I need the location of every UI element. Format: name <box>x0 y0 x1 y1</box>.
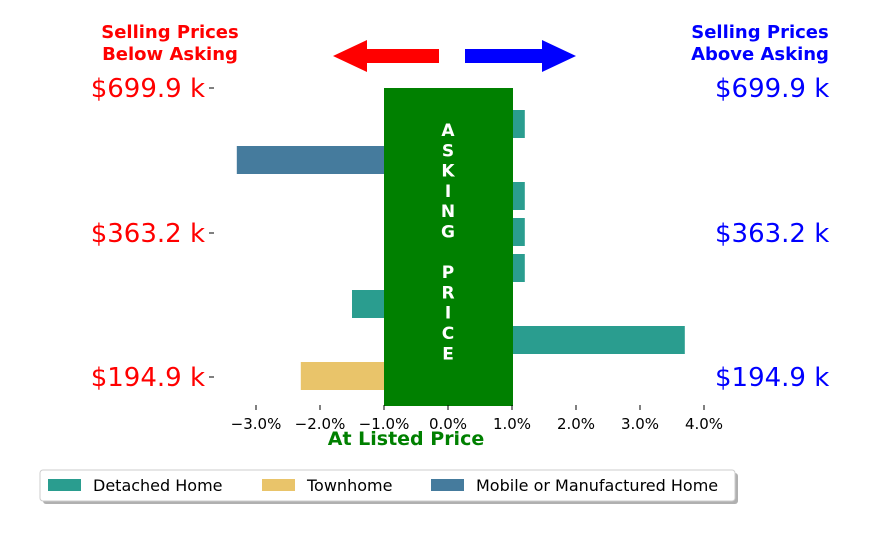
right-arrow-icon <box>465 40 576 72</box>
center-label-char: G <box>441 223 455 243</box>
x-tick-label: −2.0% <box>295 415 346 433</box>
right-title-line-1: Selling Prices <box>691 22 828 43</box>
x-axis-label: At Listed Price <box>328 428 484 450</box>
legend-swatch <box>262 479 295 491</box>
legend-swatch <box>431 479 464 491</box>
center-label-char: I <box>445 182 451 202</box>
legend-swatch <box>48 479 81 491</box>
center-label-char: N <box>441 202 455 222</box>
x-tick-label: −1.0% <box>359 415 410 433</box>
legend-label: Detached Home <box>93 476 223 495</box>
left-title-line-2: Below Asking <box>102 44 238 65</box>
y-tick-label-left: $699.9 k <box>91 74 205 104</box>
y-tick-label-right: $363.2 k <box>715 219 829 249</box>
legend-label: Townhome <box>306 476 392 495</box>
x-tick-label: 4.0% <box>685 415 723 433</box>
center-label-char: R <box>441 283 454 303</box>
left-title-line-1: Selling Prices <box>101 22 238 43</box>
y-tick-label-right: $194.9 k <box>715 363 829 393</box>
x-tick-label: 0.0% <box>429 415 467 433</box>
center-label-char: E <box>442 344 454 364</box>
legend: Detached Home Townhome Mobile or Manufactu… <box>39 469 738 504</box>
center-label-char: S <box>442 141 454 161</box>
x-tick-label: −3.0% <box>231 415 282 433</box>
y-tick-label-left: $363.2 k <box>91 219 205 249</box>
asking-price-band <box>384 88 513 406</box>
x-tick-label: 3.0% <box>621 415 659 433</box>
center-label-char: C <box>442 324 454 344</box>
center-label-char: I <box>445 304 451 324</box>
center-label-char: P <box>442 263 454 283</box>
left-arrow-icon <box>333 40 439 72</box>
right-title-line-2: Above Asking <box>691 44 829 65</box>
y-tick-label-right: $699.9 k <box>715 74 829 104</box>
legend-label: Mobile or Manufactured Home <box>476 476 718 495</box>
x-tick-label: 1.0% <box>493 415 531 433</box>
y-tick-label-left: $194.9 k <box>91 363 205 393</box>
center-label-char: A <box>441 121 455 141</box>
center-label-char: K <box>441 162 455 182</box>
x-tick-label: 2.0% <box>557 415 595 433</box>
